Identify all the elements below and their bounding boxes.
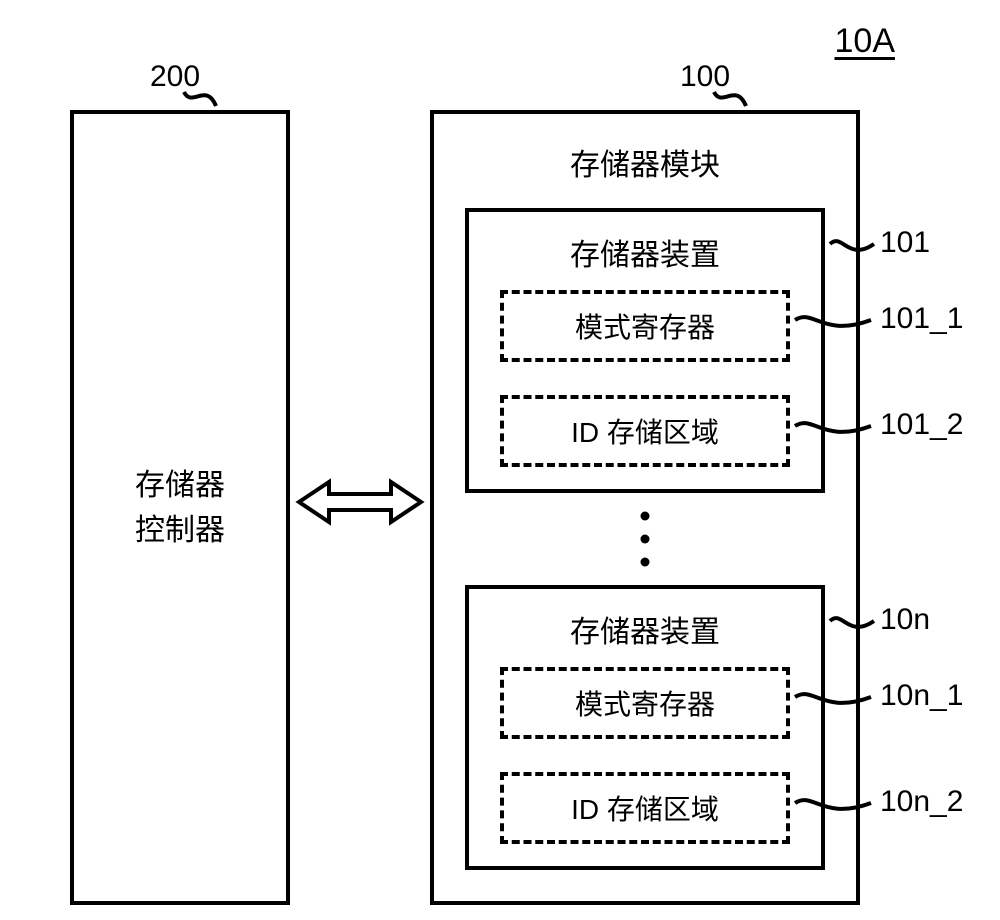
id-storage-ref: 101_2 [880,408,963,442]
ellipsis-icon [638,508,652,570]
mode-register-ref: 101_1 [880,302,963,336]
callout-squiggle [793,312,875,342]
callout-squiggle [793,795,875,825]
device-title: 存储器装置 [465,607,825,651]
id-storage-label: ID 存储区域 [571,788,719,828]
callout-squiggle [793,689,875,719]
mode-register-ref: 10n_1 [880,679,963,713]
bidirectional-arrow-icon [295,478,425,526]
mode-register-label: 模式寄存器 [575,306,715,346]
callout-squiggle [793,418,875,448]
device-ref: 10n [880,603,930,637]
mode-register-box: 模式寄存器 [500,290,790,362]
memory-system-diagram: 10A 200 100 存储器 控制器 存储器模块 存储器装置 模式寄存器 ID… [0,0,1000,920]
mode-register-box: 模式寄存器 [500,667,790,739]
callout-squiggle [828,613,878,643]
mode-register-label: 模式寄存器 [575,683,715,723]
system-label: 10A [835,22,896,61]
id-storage-box: ID 存储区域 [500,395,790,467]
module-title: 存储器模块 [430,140,860,184]
device-title: 存储器装置 [465,230,825,274]
controller-title: 存储器 控制器 [135,463,225,553]
callout-squiggle [828,236,878,266]
id-storage-box: ID 存储区域 [500,772,790,844]
id-storage-ref: 10n_2 [880,785,963,819]
controller-box: 存储器 控制器 [70,110,290,905]
id-storage-label: ID 存储区域 [571,411,719,451]
device-ref: 101 [880,226,930,260]
